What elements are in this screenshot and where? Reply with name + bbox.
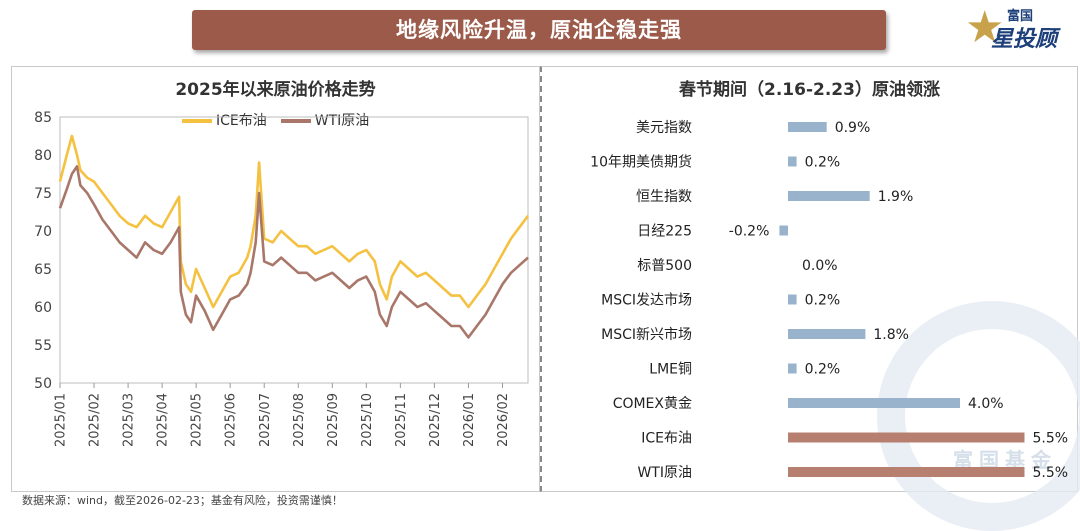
bar-category-label: 10年期美债期货 <box>590 154 692 171</box>
bar-value-label: 0.2% <box>805 155 841 171</box>
bar <box>788 363 797 374</box>
brand-logo: ★ 富国 星投顾 <box>965 3 1075 53</box>
bar-value-label: 0.0% <box>802 258 838 274</box>
bar-value-label: 5.5% <box>1033 465 1069 481</box>
bar-value-label: 0.9% <box>835 120 871 136</box>
bar <box>788 398 960 408</box>
bar-category-label: MSCI新兴市场 <box>601 326 692 343</box>
bar-chart-title: 春节期间（2.16-2.23）原油领涨 <box>679 80 940 100</box>
bar <box>788 294 797 305</box>
legend-swatch-wti <box>280 119 311 123</box>
bar-category-label: 美元指数 <box>636 120 692 136</box>
line-chart-title: 2025年以来原油价格走势 <box>175 80 376 100</box>
bar-value-label: 0.2% <box>805 362 841 378</box>
bar <box>779 225 788 236</box>
bar-value-label: 5.5% <box>1033 431 1069 447</box>
bar-category-label: COMEX黄金 <box>613 395 692 412</box>
logo-main-text: 星投顾 <box>991 27 1058 52</box>
bar-value-label: 1.8% <box>873 327 909 343</box>
bar-category-label: WTI原油 <box>637 465 692 481</box>
y-tick-label: 70 <box>34 224 52 240</box>
line-wti <box>58 165 529 339</box>
banner-title: 地缘风险升温，原油企稳走强 <box>396 18 682 42</box>
bar-value-label: 4.0% <box>968 396 1004 412</box>
x-tick-label: 2025/05 <box>190 393 205 447</box>
x-tick-label: 2025/11 <box>394 393 409 447</box>
source-note: 数据来源：wind，截至2026-02-23；基金有风险，投资需谨慎！ <box>22 494 343 507</box>
x-tick-label: 2026/02 <box>496 393 511 447</box>
header-banner: 地缘风险升温，原油企稳走强 <box>192 10 886 50</box>
x-tick-label: 2025/03 <box>122 393 137 447</box>
x-tick-label: 2025/08 <box>292 393 307 447</box>
x-tick-label: 2025/10 <box>360 393 375 447</box>
x-tick-label: 2025/06 <box>224 393 239 447</box>
bar-chart-panel: 富国基金 春节期间（2.16-2.23）原油领涨 美元指数 0.9% 10年期美债期… <box>540 66 1080 531</box>
bar-category-label: 日经225 <box>637 224 692 240</box>
bar <box>788 467 1025 477</box>
y-tick-label: 75 <box>34 186 52 202</box>
x-tick-label: 2025/12 <box>428 393 443 447</box>
x-tick-label: 2025/01 <box>54 393 69 447</box>
y-tick-label: 85 <box>34 110 52 126</box>
bar-value-label: -0.2% <box>729 224 770 240</box>
bar-value-label: 0.2% <box>805 293 841 309</box>
x-tick-label: 2025/07 <box>258 393 273 447</box>
y-tick-label: 55 <box>34 338 52 354</box>
bar-category-label: MSCI发达市场 <box>601 292 692 309</box>
line-chart-svg: 50 55 60 65 70 75 80 85 2025/01 2025/02 2025/03 202… <box>34 110 530 447</box>
star-icon: ★ <box>965 2 1005 53</box>
bar <box>788 156 797 167</box>
bar <box>788 432 1025 443</box>
bar-chart-svg: 美元指数 0.9% 10年期美债期货 0.2% 恒生指数 1.9% 日经225 -0.2% 标普… <box>590 120 1069 481</box>
x-tick-label: 2025/09 <box>326 393 341 447</box>
line-ice-brent <box>58 134 530 309</box>
y-tick-label: 60 <box>34 300 52 316</box>
logo-small-text: 富国 <box>1007 9 1034 24</box>
bar <box>788 122 827 132</box>
bar-category-label: 标普500 <box>637 258 692 274</box>
plot-area <box>59 116 529 384</box>
y-tick-label: 50 <box>34 376 52 392</box>
x-tick-label: 2026/01 <box>462 393 477 447</box>
line-chart-panel: 2025年以来原油价格走势 ICE布油 WTI原油 50 55 60 65 70 75 80… <box>11 66 540 492</box>
y-tick-label: 80 <box>34 148 52 164</box>
x-tick-label: 2025/02 <box>88 393 103 447</box>
bar-value-label: 1.9% <box>878 189 914 205</box>
bar-category-label: ICE布油 <box>641 431 692 447</box>
y-tick-label: 65 <box>34 262 52 278</box>
bar <box>788 329 866 339</box>
x-tick-label: 2025/04 <box>156 393 171 447</box>
bar <box>788 191 870 201</box>
legend-swatch-ice <box>182 119 212 123</box>
bar-category-label: LME铜 <box>649 362 692 378</box>
bar-category-label: 恒生指数 <box>636 189 692 205</box>
